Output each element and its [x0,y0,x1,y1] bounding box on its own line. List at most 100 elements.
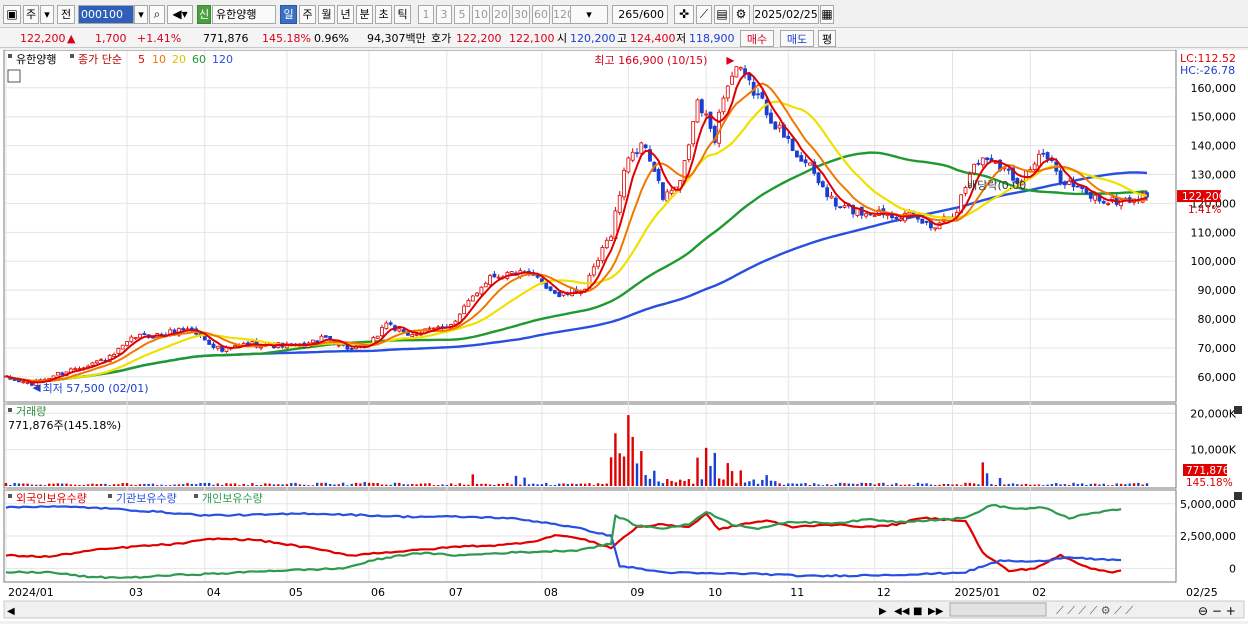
volume-bar [545,482,548,486]
search-icon[interactable]: ⌕ [149,5,165,24]
candle-body [384,322,389,329]
volume-bar [635,463,639,486]
legend-stock-name: 유한양행 [16,53,56,66]
volume-bar [60,483,64,486]
buy-button[interactable]: 매수 [740,30,774,47]
flat-button[interactable]: 평 [818,30,836,47]
period-tab[interactable]: 년 [337,5,354,24]
market-dropdown-icon[interactable]: ▾ [40,5,54,24]
zoom-controls-icon[interactable]: ⊖ − + [1198,604,1236,618]
volume-bar [380,484,384,486]
volume-bar [1007,483,1010,486]
volume-bar [968,482,971,486]
period-tab[interactable]: 초 [375,5,392,24]
calendar-icon[interactable]: ▦ [820,5,834,24]
volume-bar [821,485,825,486]
gear-icon[interactable]: ⚙ [732,5,750,24]
crosshair-icon[interactable]: ✜ [674,5,694,24]
date-field[interactable]: 2025/02/25 [753,5,819,24]
interval-tab[interactable]: 10 [472,5,490,24]
volume-bar [307,485,310,486]
volume-bar [242,483,245,486]
scope-button[interactable]: 전 [57,5,75,24]
volume-bar [484,483,487,486]
scrollbar-track[interactable] [3,600,1245,619]
axis-layer: 160,000150,000140,000130,000120,000110,0… [8,82,1237,599]
period-tab[interactable]: 월 [318,5,335,24]
volume-bar [912,485,915,486]
market-select[interactable]: 주 [23,5,39,24]
candle-body [760,92,765,99]
candle-body [1041,152,1046,155]
volume-bar [722,479,725,486]
volume-bar [860,482,863,486]
volume-bar [363,482,366,486]
draw-tools-icon[interactable]: ⟋ ⟋ ⟋ ⟋ ⚙ ⟋ ⟋ [1056,604,1133,617]
candle-body [764,99,769,116]
volume-bar [704,447,708,486]
candle-body [833,197,838,207]
volume-bar [91,483,94,486]
volume-bar [942,483,946,486]
change-rate: +1.41% [137,32,182,45]
volume-bar [259,484,263,486]
interval-tab[interactable]: 20 [492,5,510,24]
volume-bar [640,451,643,486]
period-tab[interactable]: 틱 [394,5,411,24]
candle-body [967,173,972,186]
interval-tab[interactable]: 30 [512,5,530,24]
interval-tab[interactable]: 1 [418,5,434,24]
volume-bar [294,482,297,486]
volume-bar [138,484,142,486]
code-dropdown-icon[interactable]: ▾ [134,5,148,24]
candle-body [1119,199,1123,207]
interval-tab[interactable]: 60 [532,5,550,24]
volume-bar [393,482,397,486]
volume-bar [830,485,833,486]
volume-panel-close-icon[interactable] [1234,406,1242,414]
candle-body [933,227,938,230]
volume-bar [130,484,133,486]
layout-icon[interactable]: ▣ [3,5,21,24]
save-icon[interactable]: ▤ [714,5,730,24]
volume-bar [125,483,129,486]
volume-bar [934,485,937,486]
stop-icon[interactable]: ■ [913,606,922,617]
candle-body [380,327,384,337]
candle-body [963,187,968,194]
scroll-left-icon[interactable]: ◀ [7,606,15,617]
draw-tool-icon[interactable]: ⟋ [696,5,712,24]
period-tab[interactable]: 분 [356,5,373,24]
interval-custom-select[interactable]: ▾ [570,5,608,24]
scrollbar: ◀ ▶ ◀◀ ■ ▶▶ ⟋ ⟋ ⟋ ⟋ ⚙ ⟋ ⟋ ⊖ − + [3,600,1245,619]
stock-name-field[interactable]: 유한양행 [212,5,276,24]
interval-tab[interactable]: 3 [436,5,452,24]
scroll-right-icon[interactable]: ▶ [879,606,887,617]
period-tab[interactable]: 주 [299,5,316,24]
candle-body [138,333,142,339]
candle-body [790,138,795,151]
candle-body [99,359,103,362]
sell-button[interactable]: 매도 [780,30,814,47]
range-count-field[interactable]: 265/600 [612,5,668,24]
scrollbar-thumb[interactable] [949,602,1047,617]
chart-svg: 160,000150,000140,000130,000120,000110,0… [3,49,1245,619]
volume-bar [925,483,928,486]
candle-body [496,276,501,279]
interval-tab[interactable]: 5 [454,5,470,24]
volume-bar [653,470,656,486]
volume-bar [575,483,578,486]
table-icon[interactable] [7,69,21,83]
volume-bar [506,482,509,486]
candle-body [388,322,393,325]
fast-forward-icon[interactable]: ▶▶ [928,606,944,617]
candle-body [557,291,562,298]
period-tab[interactable]: 일 [280,5,297,24]
rewind-icon[interactable]: ◀◀ [894,606,910,617]
candle-body [907,211,912,215]
speaker-icon[interactable]: ◀▾ [167,5,193,24]
volume-bar [1145,483,1149,486]
volume-bar [264,483,267,486]
stock-code-input[interactable]: 000100 [78,5,134,24]
holdings-panel-close-icon[interactable] [1234,492,1242,500]
